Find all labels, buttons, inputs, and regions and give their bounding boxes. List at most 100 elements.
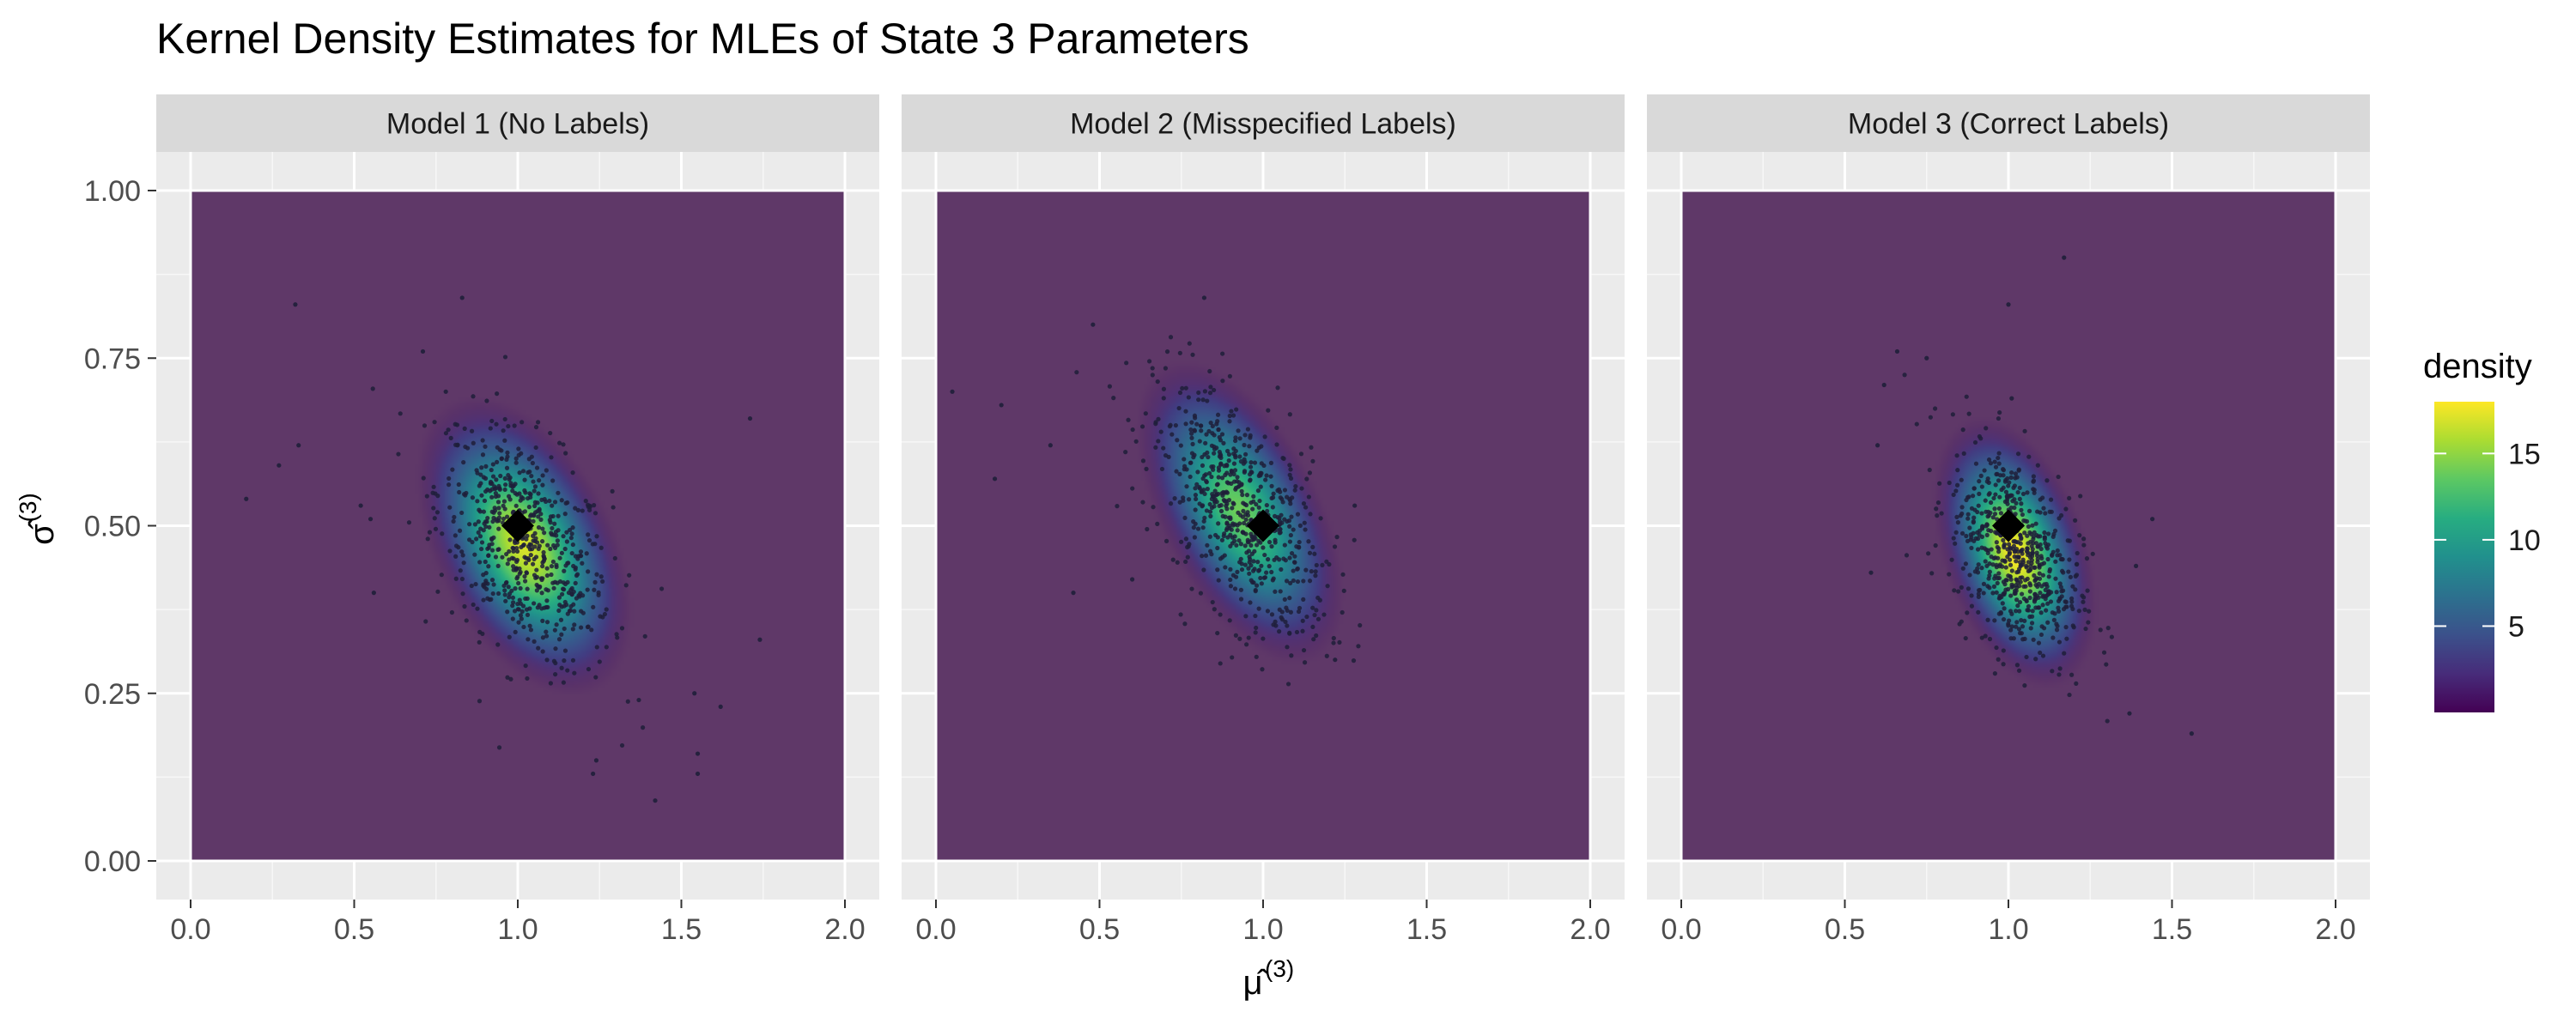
sample-point [532,556,537,561]
sample-point [1969,593,1974,598]
sample-point [1287,555,1292,560]
sample-point [1177,390,1183,396]
y-tick-label: 0.75 [84,342,141,375]
sample-point [1261,463,1267,469]
sample-point [1973,461,1979,466]
sample-point [1205,398,1210,403]
sample-point [2037,571,2042,576]
sample-point [1196,390,1201,396]
sample-point [512,423,517,428]
sample-point [574,572,580,577]
sample-point [1282,542,1287,548]
sample-point [1215,419,1220,424]
sample-point [1242,520,1247,526]
sample-point [1275,385,1280,391]
sample-point [2081,595,2087,600]
sample-point [470,495,476,500]
sample-point [453,576,459,581]
sample-point [2055,548,2060,554]
sample-point [659,586,665,591]
sample-point [1227,413,1232,419]
sample-point [1278,521,1283,527]
sample-point [433,526,439,531]
sample-point [1287,630,1292,635]
sample-point [1998,611,2003,616]
sample-point [2032,599,2038,604]
sample-point [1217,449,1222,455]
sample-point [1976,562,1981,567]
sample-point [1248,472,1253,477]
sample-point [1227,419,1232,424]
sample-point [1935,500,1941,506]
sample-point [482,521,487,526]
sample-point [1301,647,1307,653]
sample-point [1954,514,1959,519]
sample-point [1269,543,1274,549]
sample-point [1182,467,1187,472]
sample-point [501,428,506,433]
sample-point [2026,508,2032,513]
sample-point [495,642,501,647]
sample-point [1967,525,1972,530]
sample-point [2013,548,2018,554]
sample-point [544,657,550,663]
sample-point [2025,576,2030,581]
sample-point [1990,562,1996,567]
sample-point [532,513,537,518]
sample-point [1209,464,1214,470]
sample-point [554,622,559,627]
sample-point [461,460,466,465]
sample-point [627,573,632,578]
sample-point [464,490,469,496]
sample-point [2001,537,2006,542]
sample-point [1881,382,1886,388]
sample-point [474,468,479,473]
sample-point [2047,569,2052,574]
sample-point [1914,421,1919,427]
sample-point [2008,545,2013,550]
sample-point [2028,531,2034,536]
sample-point [1337,639,1342,645]
sample-point [513,456,519,461]
sample-point [463,444,468,450]
sample-point [1996,657,2001,662]
sample-point [1249,500,1254,506]
sample-point [1239,488,1244,494]
sample-point [602,611,608,617]
sample-point [1969,545,1974,551]
sample-point [1229,469,1235,475]
sample-point [2038,534,2043,539]
sample-point [1947,480,1952,486]
sample-point [1321,612,1327,617]
sample-point [529,454,534,459]
sample-point [1998,511,2004,516]
sample-point [548,520,553,525]
sample-point [502,354,508,360]
sample-point [276,463,282,468]
chart-title: Kernel Density Estimates for MLEs of Sta… [156,15,1249,63]
sample-point [551,542,556,548]
sample-point [1232,468,1238,473]
sample-point [1193,493,1199,498]
sample-point [2019,617,2024,623]
sample-point [1183,409,1188,414]
sample-point [1173,422,1178,428]
x-tick-label: 1.0 [497,913,538,946]
sample-point [479,493,484,498]
sample-point [420,348,426,354]
sample-point [563,500,568,506]
x-tick-label: 2.0 [1570,913,1610,946]
sample-point [1250,506,1255,512]
sample-point [475,499,480,504]
sample-point [2050,553,2055,558]
sample-point [1178,612,1183,617]
sample-point [2008,562,2014,567]
sample-point [548,546,553,552]
sample-point [757,637,762,642]
sample-point [2016,668,2022,673]
sample-point [489,542,495,547]
sample-point [547,498,552,504]
sample-point [2027,589,2032,594]
sample-point [2019,501,2024,506]
sample-point [1259,581,1264,586]
